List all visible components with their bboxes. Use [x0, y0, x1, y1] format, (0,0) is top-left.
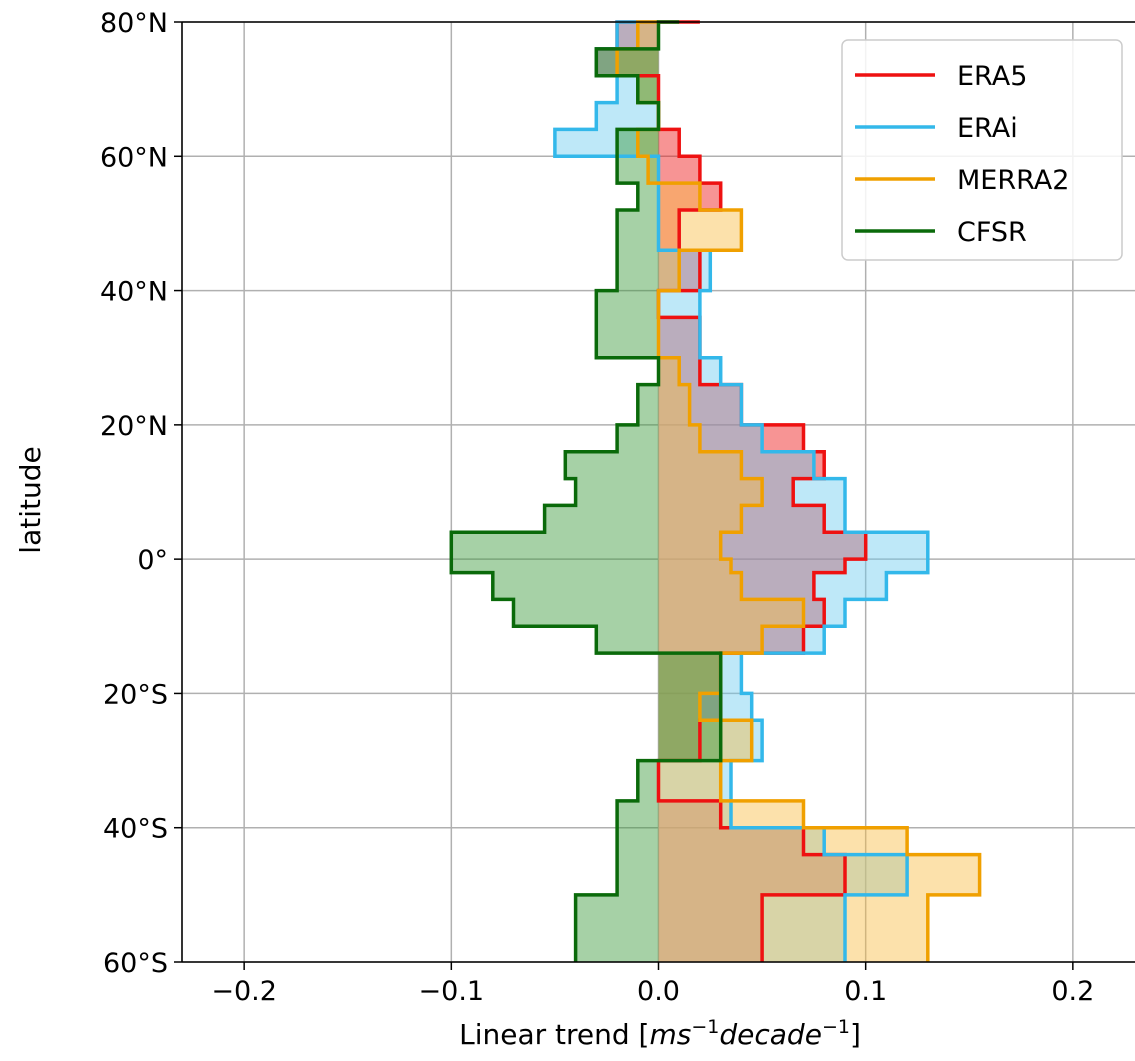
series-line-erai: [553, 20, 930, 962]
legend: ERA5 ERAi MERRA2 CFSR: [841, 39, 1123, 261]
y-tick-label: 0°: [137, 545, 168, 576]
y-tick-label: 20°S: [103, 679, 168, 710]
x-tick-label: 0.1: [844, 976, 887, 1007]
series-fills: [451, 22, 980, 962]
x-tick-label: −0.1: [419, 976, 485, 1007]
x-tick-label: −0.2: [211, 976, 277, 1007]
series-fill-merra2: [617, 22, 980, 962]
x-tick-label: 0.0: [637, 976, 680, 1007]
series-fill-era5: [596, 22, 866, 962]
legend-box: [841, 39, 1123, 261]
x-ticks: −0.2 −0.1 0.0 0.1 0.2: [211, 962, 1094, 1007]
y-tick-label: 80°N: [100, 8, 168, 39]
plot-area: [449, 20, 982, 962]
legend-label-cfsr: CFSR: [957, 217, 1027, 248]
y-ticks: 80°N 60°N 40°N 20°N 0° 20°S 40°S 60°S: [100, 8, 182, 979]
series-line-cfsr: [449, 20, 723, 962]
series-lines: [449, 20, 982, 962]
y-tick-label: 40°S: [103, 814, 168, 845]
legend-label-era5: ERA5: [957, 61, 1027, 92]
legend-label-erai: ERAi: [957, 113, 1018, 144]
y-axis-title: latitude: [14, 446, 47, 553]
x-tick-label: 0.2: [1051, 976, 1094, 1007]
series-fill-cfsr: [451, 22, 721, 962]
series-fill-erai: [554, 22, 928, 962]
y-tick-label: 60°N: [100, 142, 168, 173]
y-tick-label: 40°N: [100, 277, 168, 308]
x-axis-title: Linear trend [ms−1decade−1]: [459, 1016, 861, 1051]
series-line-merra2: [615, 20, 982, 962]
y-tick-label: 20°N: [100, 411, 168, 442]
y-tick-label: 60°S: [103, 948, 168, 979]
legend-label-merra2: MERRA2: [957, 165, 1069, 196]
